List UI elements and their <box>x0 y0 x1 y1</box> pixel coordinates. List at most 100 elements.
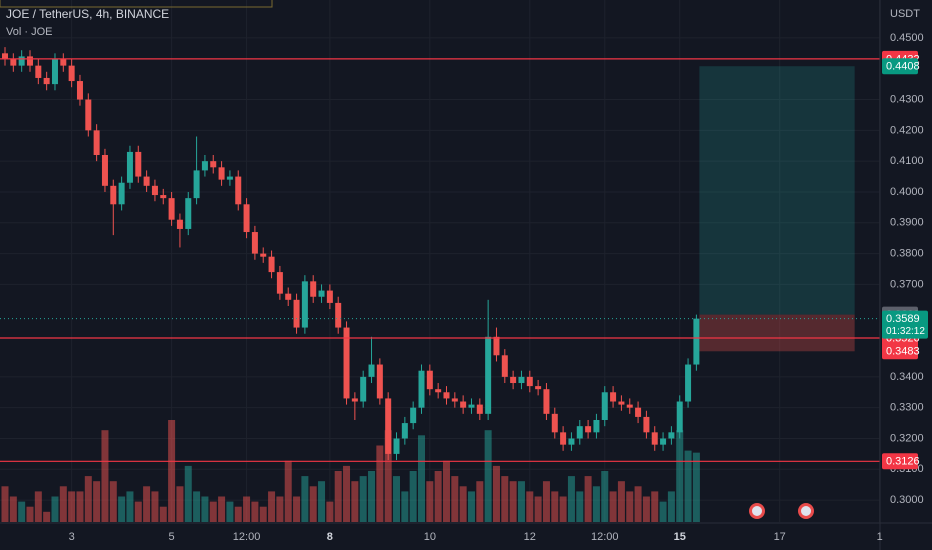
volume-pane <box>1 420 700 522</box>
grid <box>0 0 881 522</box>
volume-bar <box>309 486 317 522</box>
volume-bar <box>143 486 151 522</box>
candle-body <box>426 370 433 390</box>
volume-bar <box>501 476 509 522</box>
volume-bar <box>442 460 450 522</box>
volume-bar <box>359 476 367 522</box>
volume-bar <box>259 506 267 522</box>
volume-bar <box>492 465 500 522</box>
candle-body <box>235 176 242 205</box>
candle-body <box>276 272 283 294</box>
volume-bar <box>268 491 276 522</box>
candle-body <box>301 281 308 328</box>
volume-bar <box>642 496 650 522</box>
event-icon[interactable] <box>749 503 765 519</box>
volume-bar <box>251 501 259 522</box>
volume-bar <box>43 511 51 522</box>
x-tick-label: 15 <box>674 531 686 543</box>
x-tick-label: 12:00 <box>233 531 261 543</box>
candle-body <box>485 336 492 414</box>
candle-body <box>676 401 683 433</box>
candle-body <box>268 256 275 273</box>
volume-bar <box>567 476 575 522</box>
candle-body <box>93 130 100 155</box>
candle-body <box>385 398 392 454</box>
candle-body <box>126 151 133 183</box>
candle-body <box>85 99 92 131</box>
candle-body <box>501 355 508 377</box>
candle-body <box>260 253 267 257</box>
loss-zone <box>699 314 855 352</box>
y-tick-label: 0.4500 <box>890 32 924 44</box>
candle-body <box>226 176 233 180</box>
candle-body <box>376 364 383 399</box>
y-tick-label: 0.3400 <box>890 371 924 383</box>
price-tag <box>882 453 918 470</box>
volume-bar <box>434 471 442 522</box>
candle-body <box>118 182 125 205</box>
candle-body <box>418 370 425 408</box>
candle-body <box>310 281 317 297</box>
candle-body <box>593 420 600 433</box>
candle-body <box>51 59 58 85</box>
candles <box>2 47 700 461</box>
volume-bar <box>551 491 559 522</box>
x-tick-label: 5 <box>169 531 175 543</box>
volume-bar <box>151 491 159 522</box>
candle-body <box>10 59 17 66</box>
candle-body <box>326 290 333 303</box>
volume-bar <box>26 506 34 522</box>
y-tick-label: 0.3300 <box>890 402 924 414</box>
volume-bar <box>101 430 109 522</box>
y-tick-label: 0.4200 <box>890 124 924 136</box>
volume-bar <box>676 430 684 522</box>
volume-bar <box>226 501 234 522</box>
volume-bar <box>1 486 9 522</box>
x-tick-label: 1 <box>877 531 883 543</box>
volume-bar <box>168 420 176 522</box>
volume-bar <box>218 496 226 522</box>
candle-body <box>293 299 300 328</box>
volume-bar <box>517 481 525 522</box>
candle-body <box>210 161 217 168</box>
volume-bar <box>326 501 334 522</box>
volume-bar <box>301 476 309 522</box>
volume-bar <box>159 506 167 522</box>
volume-bar <box>184 465 192 522</box>
y-tick-label: 0.3700 <box>890 278 924 290</box>
candle-body <box>318 290 325 297</box>
volume-bar <box>118 496 126 522</box>
candle-body <box>543 389 550 414</box>
volume-bar <box>343 465 351 522</box>
candle-body <box>151 185 158 196</box>
volume-bar <box>368 471 376 522</box>
last-price-tag <box>882 310 928 339</box>
price-tag-label: 0.4408 <box>886 61 920 73</box>
candle-body <box>518 376 525 384</box>
volume-bar <box>459 486 467 522</box>
volume-bar <box>134 501 142 522</box>
candle-body <box>576 426 583 439</box>
event-icon[interactable] <box>798 503 814 519</box>
candle-body <box>618 401 625 405</box>
candle-body <box>168 198 175 220</box>
volume-bar <box>484 430 492 522</box>
candle-body <box>685 364 692 402</box>
candle-body <box>610 392 617 402</box>
candle-body <box>68 65 75 82</box>
volume-bar <box>559 496 567 522</box>
volume-bar <box>659 501 667 522</box>
volume-bar <box>318 481 326 522</box>
toolbar-edge <box>0 0 273 8</box>
candle-body <box>343 327 350 399</box>
x-tick-label: 17 <box>774 531 786 543</box>
event-icon-flag <box>752 506 762 516</box>
candle-body <box>493 336 500 356</box>
y-tick-label: 0.4300 <box>890 93 924 105</box>
candle-body <box>135 151 142 177</box>
volume-bar <box>201 496 209 522</box>
profit-zone <box>699 66 855 315</box>
last-price-label: 0.3589 <box>886 313 920 325</box>
volume-bar <box>109 481 117 522</box>
